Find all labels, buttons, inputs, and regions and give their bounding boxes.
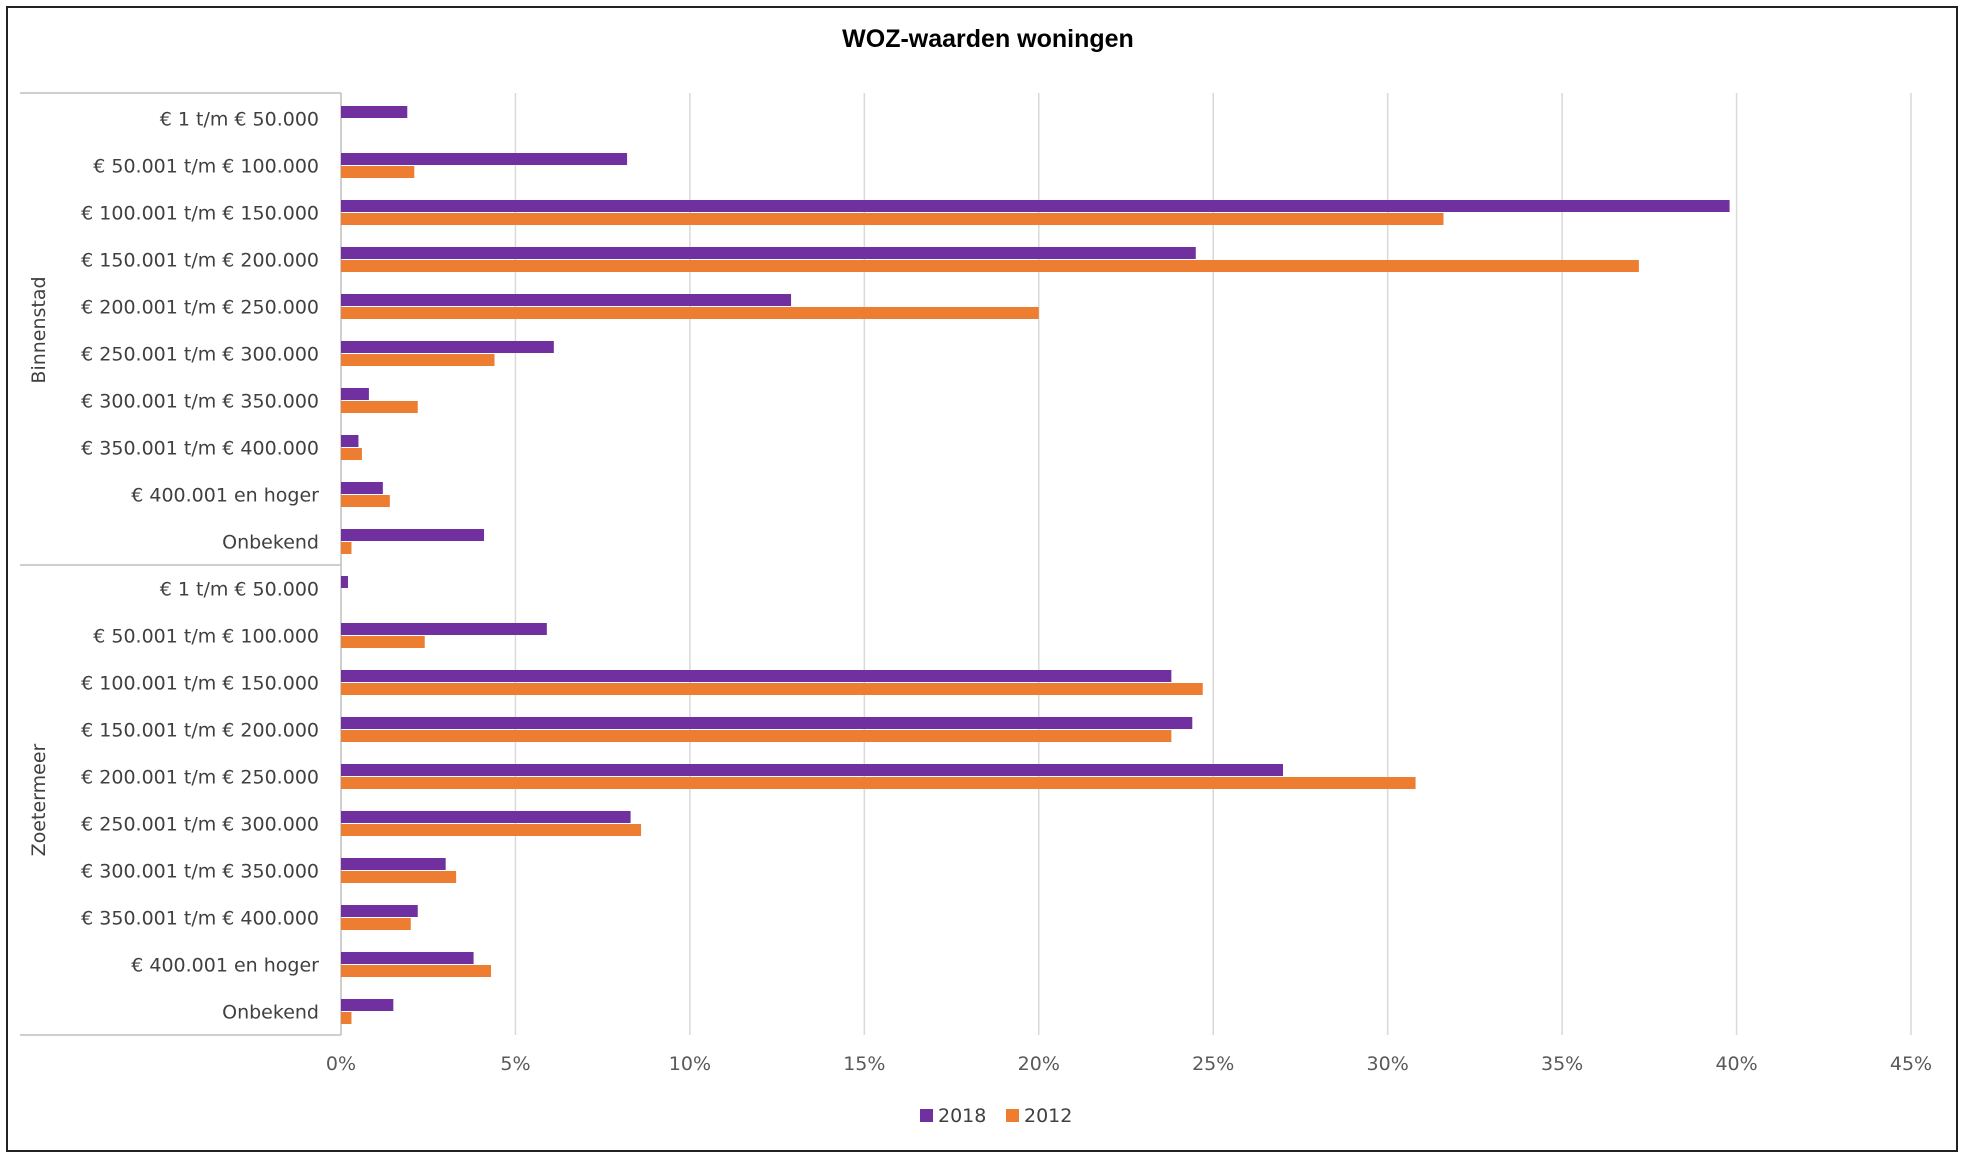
woz-bar-chart: WOZ-waarden woningen Binnenstad € 1 t/m €…	[20, 25, 1932, 1127]
bar-2012	[341, 401, 418, 413]
bar-2018	[341, 482, 383, 494]
category-label: € 300.001 t/m € 350.000	[81, 861, 319, 883]
bar-2018	[341, 764, 1283, 776]
bar-2012	[341, 542, 352, 554]
bar-2012	[341, 213, 1444, 225]
bar-2012	[341, 1012, 352, 1024]
bar-2018	[341, 717, 1193, 729]
category-label: € 100.001 t/m € 150.000	[81, 203, 319, 225]
bar-2018	[341, 952, 474, 964]
category-label: € 250.001 t/m € 300.000	[81, 814, 319, 836]
bar-2012	[341, 307, 1039, 319]
bar-2012	[341, 448, 362, 460]
x-tick-label: 10%	[669, 1053, 711, 1075]
category-label: € 400.001 en hoger	[131, 955, 319, 977]
bar-2012	[341, 166, 415, 178]
bar-2018	[341, 576, 348, 588]
bar-2018	[341, 905, 418, 917]
chart-frame: WOZ-waarden woningen Binnenstad € 1 t/m €…	[6, 6, 1958, 1152]
category-label: € 250.001 t/m € 300.000	[81, 344, 319, 366]
category-label: € 50.001 t/m € 100.000	[93, 626, 319, 648]
bar-2018	[341, 999, 394, 1011]
category-label: Onbekend	[222, 1002, 319, 1024]
legend-label: 2012	[1024, 1105, 1072, 1127]
bar-2018	[341, 435, 359, 447]
category-label: Onbekend	[222, 532, 319, 554]
category-label: € 100.001 t/m € 150.000	[81, 673, 319, 695]
x-tick-label: 40%	[1715, 1053, 1757, 1075]
legend-swatch-2018	[920, 1109, 933, 1122]
bar-2018	[341, 858, 446, 870]
x-tick-labels: 0% 5% 10% 15% 20% 25% 30% 35% 40% 45%	[326, 1053, 1932, 1075]
bar-2012	[341, 871, 457, 883]
bar-2018	[341, 153, 628, 165]
x-tick-label: 0%	[326, 1053, 356, 1075]
legend-label: 2018	[938, 1105, 986, 1127]
bar-2018	[341, 529, 485, 541]
category-label: € 1 t/m € 50.000	[160, 579, 319, 601]
bars	[341, 106, 1730, 1024]
x-tick-label: 45%	[1890, 1053, 1932, 1075]
bar-2012	[341, 495, 390, 507]
gridlines	[514, 93, 1912, 1035]
x-tick-label: 30%	[1367, 1053, 1409, 1075]
bar-2012	[341, 260, 1639, 272]
bar-2012	[341, 918, 411, 930]
category-label: € 1 t/m € 50.000	[160, 109, 319, 131]
bar-2012	[341, 636, 425, 648]
bar-2012	[341, 730, 1172, 742]
bar-2012	[341, 354, 495, 366]
category-label: € 300.001 t/m € 350.000	[81, 391, 319, 413]
bar-2018	[341, 106, 408, 118]
x-tick-label: 20%	[1018, 1053, 1060, 1075]
category-labels: Binnenstad € 1 t/m € 50.000 € 50.001 t/m €…	[28, 109, 319, 1024]
bar-2018	[341, 341, 554, 353]
x-tick-label: 25%	[1192, 1053, 1234, 1075]
category-label: € 200.001 t/m € 250.000	[81, 767, 319, 789]
category-label: € 350.001 t/m € 400.000	[81, 908, 319, 930]
bar-2018	[341, 670, 1172, 682]
x-tick-label: 5%	[500, 1053, 530, 1075]
category-label: € 150.001 t/m € 200.000	[81, 720, 319, 742]
bar-2012	[341, 965, 492, 977]
bar-2018	[341, 200, 1730, 212]
bar-2018	[341, 811, 631, 823]
x-tick-label: 35%	[1541, 1053, 1583, 1075]
category-label: € 400.001 en hoger	[131, 485, 319, 507]
bar-2018	[341, 388, 369, 400]
category-label: € 150.001 t/m € 200.000	[81, 250, 319, 272]
category-axis	[20, 92, 342, 1036]
bar-2012	[341, 824, 642, 836]
bar-2018	[341, 623, 547, 635]
category-label: € 350.001 t/m € 400.000	[81, 438, 319, 460]
bar-2018	[341, 294, 792, 306]
legend: 2018 2012	[920, 1105, 1072, 1127]
bar-2018	[341, 247, 1196, 259]
category-label: € 200.001 t/m € 250.000	[81, 297, 319, 319]
category-label: € 50.001 t/m € 100.000	[93, 156, 319, 178]
x-tick-label: 15%	[843, 1053, 885, 1075]
group-label: Binnenstad	[28, 276, 50, 383]
chart-title: WOZ-waarden woningen	[842, 25, 1134, 53]
bar-2012	[341, 777, 1416, 789]
legend-swatch-2012	[1006, 1109, 1019, 1122]
bar-2012	[341, 683, 1203, 695]
group-label: Zoetermeer	[28, 743, 50, 856]
